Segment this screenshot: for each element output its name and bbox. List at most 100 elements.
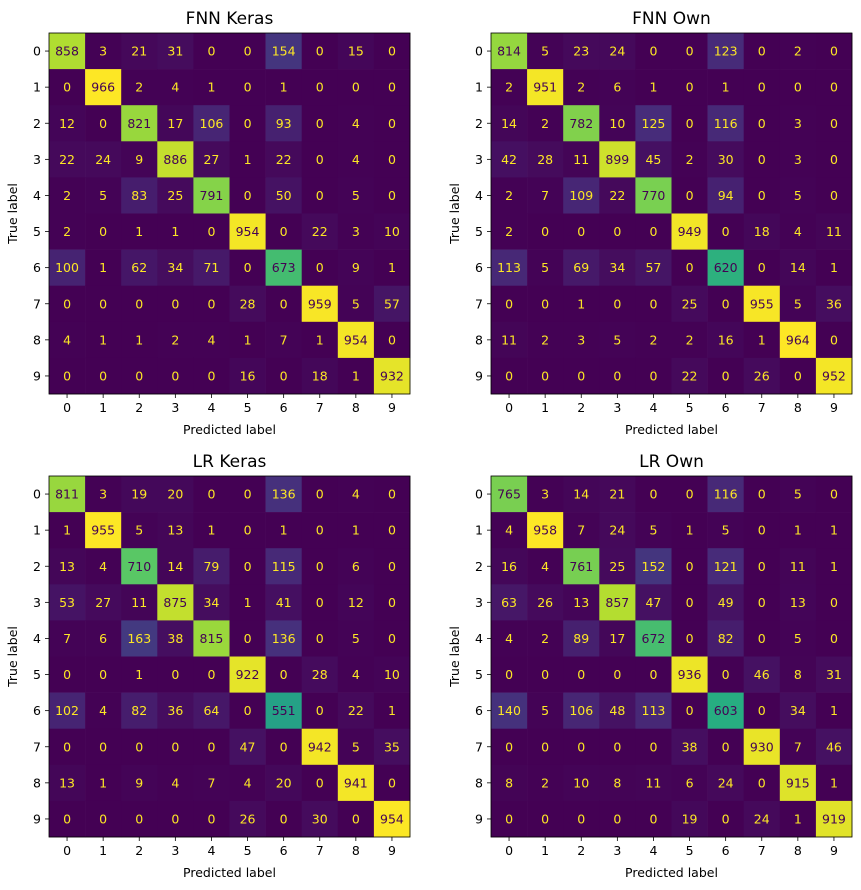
cell-value-label: 0 — [758, 80, 766, 95]
cell-value-label: 9 — [135, 152, 143, 167]
y-tick-label: 8 — [33, 332, 41, 347]
y-tick-label: 4 — [33, 631, 41, 646]
matrix-cell — [265, 656, 302, 693]
matrix-cell — [491, 476, 528, 513]
matrix-cell — [157, 800, 194, 838]
cell-value-label: 4 — [244, 775, 252, 790]
matrix-cell — [527, 177, 564, 214]
matrix-cell — [815, 249, 853, 286]
cell-value-label: 765 — [497, 487, 521, 502]
cell-value-label: 0 — [388, 152, 396, 167]
y-tick-label: 0 — [475, 44, 483, 59]
matrix-cell — [491, 692, 528, 729]
matrix-cell — [265, 285, 302, 323]
y-tick-label: 4 — [33, 188, 41, 203]
matrix-cell — [193, 285, 230, 323]
cell-value-label: 941 — [344, 775, 368, 790]
matrix-cell — [373, 105, 411, 142]
confusion-matrix-panel: 858 3 21 31 0 0 154 0 15 00 966 2 4 1 0 1 0 0 012 0 821 17 106… — [5, 9, 411, 437]
matrix-cell — [491, 249, 528, 286]
y-tick-label: 7 — [33, 739, 41, 754]
matrix-cell — [671, 141, 708, 178]
y-tick-label: 3 — [475, 152, 483, 167]
cell-value-label: 0 — [686, 116, 694, 131]
cell-value-label: 47 — [645, 595, 661, 610]
cell-value-label: 22 — [312, 224, 328, 239]
cell-value-label: 34 — [167, 260, 183, 275]
cell-value-label: 0 — [244, 188, 252, 203]
axes-frame — [490, 32, 853, 395]
cell-value-label: 0 — [686, 487, 694, 502]
matrix-cell — [157, 177, 194, 214]
y-axis-label: True label — [447, 183, 462, 245]
matrix-cell — [85, 249, 122, 286]
cell-value-label: 2 — [541, 116, 549, 131]
matrix-cell — [49, 141, 86, 178]
matrix-cell — [743, 33, 781, 70]
cell-value-label: 23 — [573, 44, 589, 59]
cell-value-label: 0 — [577, 224, 585, 239]
cell-value-label: 0 — [758, 631, 766, 646]
cell-value-label: 761 — [569, 559, 593, 574]
cell-value-label: 2 — [505, 188, 513, 203]
x-tick-label: 0 — [63, 843, 71, 858]
matrix-cell — [373, 177, 411, 214]
cell-value-label: 26 — [754, 368, 770, 383]
x-tick-label: 6 — [722, 843, 730, 858]
cell-value-label: 0 — [541, 811, 549, 826]
matrix-cell — [563, 321, 600, 359]
cell-value-label: 2 — [541, 775, 549, 790]
matrix-cell — [157, 476, 194, 513]
matrix-cell — [229, 548, 266, 585]
matrix-cell — [707, 476, 744, 513]
matrix-cell — [85, 141, 122, 178]
cell-value-label: 82 — [131, 703, 147, 718]
cell-value-label: 0 — [505, 296, 513, 311]
cell-value-label: 1 — [280, 80, 288, 95]
matrix-cell — [743, 357, 781, 395]
matrix-cell — [373, 512, 411, 549]
matrix-cell — [49, 213, 86, 250]
cell-value-label: 1 — [135, 667, 143, 682]
cell-value-label: 0 — [135, 811, 143, 826]
cell-value-label: 89 — [573, 631, 589, 646]
cell-value-label: 12 — [59, 116, 75, 131]
matrix-cell — [635, 177, 672, 214]
cell-value-label: 22 — [59, 152, 75, 167]
cell-value-label: 41 — [276, 595, 292, 610]
matrix-cell — [157, 692, 194, 729]
matrix-cell — [563, 512, 600, 549]
matrix-cell — [49, 321, 86, 359]
matrix-cell — [563, 177, 600, 214]
cell-value-label: 5 — [794, 631, 802, 646]
matrix-cell — [635, 285, 672, 323]
matrix-cell — [265, 213, 302, 250]
cell-value-label: 125 — [642, 116, 666, 131]
cell-value-label: 113 — [642, 703, 666, 718]
cell-value-label: 0 — [758, 188, 766, 203]
matrix-cell — [491, 285, 528, 323]
y-tick-label: 0 — [475, 487, 483, 502]
cell-value-label: 152 — [642, 559, 666, 574]
cell-value-label: 21 — [609, 487, 625, 502]
matrix-cell — [229, 177, 266, 214]
matrix-cell — [671, 620, 708, 657]
cell-value-label: 16 — [501, 559, 517, 574]
matrix-cell — [337, 548, 375, 585]
cell-value-label: 0 — [99, 739, 107, 754]
cell-value-label: 25 — [682, 296, 698, 311]
matrix-cell — [337, 656, 375, 693]
cell-value-label: 0 — [316, 80, 324, 95]
matrix-cell — [229, 800, 266, 838]
matrix-cell — [815, 512, 853, 549]
matrix-cell — [779, 728, 817, 766]
matrix-cell — [563, 105, 600, 142]
matrix-cell — [563, 620, 600, 657]
matrix-cell — [599, 764, 636, 802]
cell-value-label: 919 — [822, 811, 846, 826]
matrix-cell — [707, 69, 744, 106]
cell-value-label: 9 — [352, 260, 360, 275]
matrix-cell — [229, 321, 266, 359]
matrix-cell — [337, 105, 375, 142]
cell-value-label: 0 — [758, 116, 766, 131]
